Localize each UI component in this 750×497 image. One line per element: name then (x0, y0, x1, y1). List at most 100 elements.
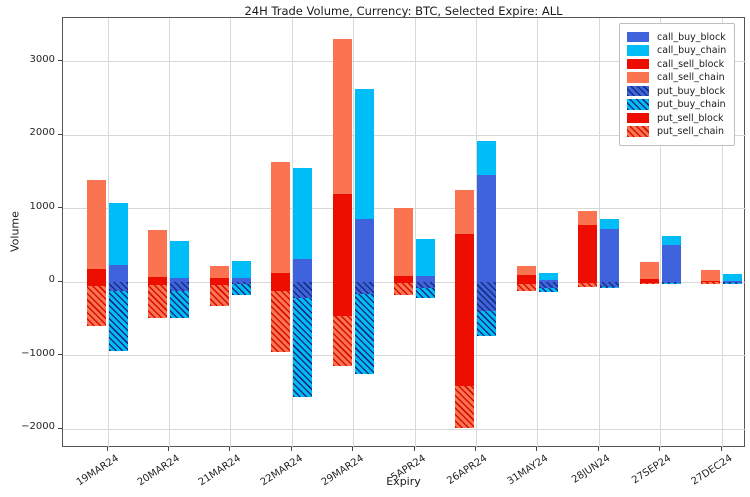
y-tick-label: −2000 (21, 421, 55, 433)
bar-put_sell_block-20MAR24 (148, 281, 168, 286)
legend-label: put_sell_block (657, 112, 724, 124)
bar-put_buy_chain-28JUN24 (600, 287, 620, 289)
bar-call_buy_chain-22MAR24 (293, 167, 313, 259)
legend-item: call_buy_block (627, 32, 726, 43)
bar-put_sell_block-31MAY24 (516, 281, 536, 285)
legend-label: call_sell_chain (657, 72, 725, 83)
bar-put_buy_block-27DEC24 (723, 281, 742, 283)
bar-put_buy_block-20MAR24 (170, 281, 190, 291)
bar-put_buy_block-21MAR24 (231, 281, 251, 285)
v-gridline (168, 18, 170, 448)
x-tick-mark (659, 447, 661, 451)
y-tick-mark (58, 60, 62, 62)
bar-put_buy_chain-19MAR24 (109, 290, 128, 351)
bar-put_sell_block-28JUN24 (578, 281, 598, 284)
y-tick-mark (58, 427, 62, 429)
bar-call_sell_chain-5APR24 (394, 208, 413, 276)
y-tick-label: 1000 (29, 200, 55, 212)
y-tick-mark (58, 207, 62, 209)
legend-swatch-call_buy_chain-icon (627, 45, 649, 56)
bar-call_buy_chain-28JUN24 (600, 219, 620, 229)
bar-call_buy_block-26APR24 (477, 174, 497, 282)
bar-put_buy_chain-22MAR24 (293, 297, 313, 398)
legend-swatch-call_sell_chain-icon (627, 72, 649, 83)
legend-label: call_buy_chain (657, 45, 727, 56)
legend-label: put_buy_chain (657, 99, 726, 110)
legend-item: call_sell_block (627, 59, 726, 70)
legend-item: call_sell_chain (627, 72, 726, 83)
x-tick-mark (229, 447, 231, 451)
bar-put_sell_block-29MAR24 (332, 281, 352, 316)
bar-call_sell_block-28JUN24 (578, 224, 598, 282)
legend-swatch-put_sell_chain-icon (627, 126, 649, 137)
legend-label: put_buy_block (657, 85, 726, 97)
bar-call_sell_chain-21MAR24 (209, 265, 229, 279)
x-tick-mark (352, 447, 354, 451)
bar-call_sell_chain-22MAR24 (271, 162, 291, 274)
chart-title: 24H Trade Volume, Currency: BTC, Selecte… (244, 4, 563, 18)
bar-put_buy_block-31MAY24 (538, 281, 558, 289)
bar-call_sell_block-20MAR24 (148, 277, 168, 282)
legend-label: call_sell_block (657, 58, 725, 70)
legend-swatch-put_sell_block-icon (627, 112, 649, 124)
bar-call_sell_chain-29MAR24 (332, 39, 352, 194)
legend-label: put_sell_chain (657, 126, 725, 137)
bar-put_sell_chain-27SEP24 (639, 282, 659, 284)
x-tick-mark (536, 447, 538, 451)
legend-swatch-put_buy_block-icon (627, 85, 649, 97)
y-tick-mark (58, 280, 62, 282)
h-gridline (63, 355, 746, 357)
bar-call_buy_block-19MAR24 (109, 264, 128, 282)
y-axis-label: Volume (8, 211, 22, 253)
y-tick-label: −1000 (21, 347, 55, 359)
bar-call_sell_chain-27DEC24 (701, 269, 720, 282)
bar-put_sell_block-26APR24 (455, 281, 475, 386)
legend-item: put_sell_block (627, 113, 726, 124)
legend-swatch-put_buy_chain-icon (627, 99, 649, 110)
bar-call_buy_block-5APR24 (416, 276, 435, 282)
x-tick-mark (106, 447, 108, 451)
bar-call_sell_chain-20MAR24 (148, 229, 168, 278)
x-tick-mark (290, 447, 292, 451)
bar-call_buy_chain-21MAR24 (231, 260, 251, 278)
bar-call_buy_block-27SEP24 (661, 244, 681, 282)
bar-put_sell_chain-5APR24 (394, 282, 413, 296)
legend-item: put_buy_chain (627, 99, 726, 110)
bar-call_buy_block-20MAR24 (170, 277, 190, 282)
bar-call_buy_chain-27DEC24 (723, 273, 742, 281)
bar-put_buy_block-29MAR24 (354, 281, 374, 294)
y-tick-label: 3000 (29, 53, 55, 65)
v-gridline (537, 18, 539, 448)
bar-put_sell_chain-26APR24 (455, 385, 475, 429)
bar-call_buy_chain-19MAR24 (109, 202, 128, 265)
bar-call_buy_chain-26APR24 (477, 140, 497, 175)
legend-item: put_buy_block (627, 86, 726, 97)
bar-call_buy_block-28JUN24 (600, 228, 620, 282)
v-gridline (660, 18, 662, 448)
v-gridline (230, 18, 232, 448)
bar-put_sell_chain-20MAR24 (148, 285, 168, 318)
bar-put_buy_block-26APR24 (477, 281, 497, 311)
x-tick-mark (413, 447, 415, 451)
x-axis-label: Expiry (386, 475, 421, 488)
bar-put_sell_block-5APR24 (394, 281, 413, 283)
bar-put_sell_block-19MAR24 (87, 281, 106, 286)
legend-label: call_buy_block (657, 31, 726, 43)
bar-put_sell_chain-27DEC24 (701, 282, 720, 285)
bar-call_buy_block-21MAR24 (231, 277, 251, 282)
bar-call_sell_block-19MAR24 (87, 269, 106, 282)
x-tick-mark (474, 447, 476, 451)
bar-put_sell_chain-29MAR24 (332, 315, 352, 367)
bar-put_buy_chain-27SEP24 (661, 282, 681, 284)
h-gridline (63, 134, 746, 136)
bar-call_buy_block-29MAR24 (354, 219, 374, 282)
bar-call_sell_chain-27SEP24 (639, 262, 659, 279)
bar-call_buy_chain-31MAY24 (538, 273, 558, 281)
bar-call_sell_block-5APR24 (394, 276, 413, 282)
bar-call_sell_chain-19MAR24 (87, 179, 106, 270)
v-gridline (598, 18, 600, 448)
bar-put_buy_block-22MAR24 (293, 281, 313, 298)
x-tick-mark (720, 447, 722, 451)
bar-put_buy_block-19MAR24 (109, 281, 128, 291)
bar-call_sell_block-31MAY24 (516, 275, 536, 282)
